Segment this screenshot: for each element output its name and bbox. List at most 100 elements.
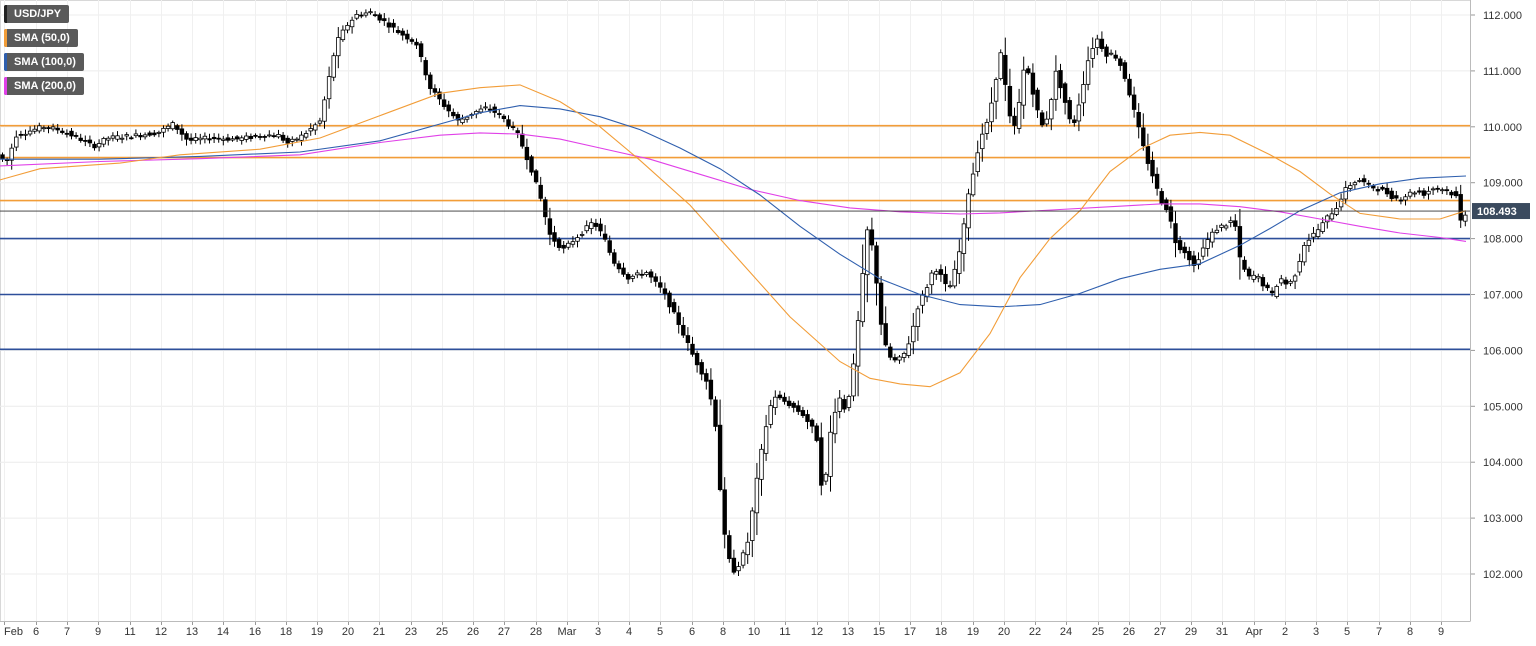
x-tick-label: 28	[530, 626, 542, 638]
candle-bull	[832, 411, 838, 435]
x-tick-label: 13	[186, 626, 198, 638]
candle-bull	[460, 118, 465, 124]
legend-item-sma50[interactable]: SMA (50,0)	[4, 29, 78, 47]
candle-bear	[1435, 187, 1440, 190]
candle-bear	[432, 88, 438, 93]
candle-bear	[520, 133, 525, 147]
candle-bull	[754, 477, 760, 514]
candle-bull	[1108, 52, 1114, 55]
candle-bear	[262, 136, 267, 138]
candle-bear	[253, 134, 258, 137]
candle-bull	[934, 271, 939, 275]
candle-bear	[538, 184, 543, 199]
candle-bear	[83, 140, 88, 142]
candle-bull	[1081, 84, 1086, 104]
candle-bull	[50, 126, 56, 130]
legend-item-sma100[interactable]: SMA (100,0)	[4, 53, 84, 71]
candle-bull	[1279, 278, 1284, 284]
candle-bear	[556, 239, 562, 248]
candle-bull	[1334, 208, 1339, 215]
candle-bear	[1099, 38, 1105, 49]
candle-bull	[1343, 187, 1348, 200]
candle-bear	[271, 135, 277, 138]
candle-bull	[897, 356, 902, 361]
candle-bear	[1035, 89, 1040, 111]
candle-bull	[363, 12, 369, 16]
candle-bear	[1118, 58, 1123, 66]
candle-bear	[809, 419, 815, 427]
legend-item-usdjpy[interactable]: USD/JPY	[4, 5, 70, 23]
candle-bear	[874, 245, 879, 284]
candle-bear	[1269, 290, 1275, 294]
candle-bull	[1320, 222, 1325, 232]
candle-bear	[497, 113, 502, 115]
candles	[0, 8, 1468, 576]
candle-bull	[584, 225, 589, 232]
candle-bear	[395, 30, 401, 33]
candle-bull	[331, 55, 336, 78]
x-tick-label: 31	[1216, 626, 1228, 638]
candle-bull	[736, 566, 741, 572]
candle-bear	[676, 312, 681, 325]
candle-bear	[147, 132, 152, 136]
x-tick-label: 16	[249, 626, 261, 638]
candle-bull	[322, 99, 327, 122]
candle-bull	[570, 241, 576, 245]
candle-bear	[55, 127, 60, 131]
x-tick-label: Mar	[558, 626, 577, 638]
candle-bull	[947, 285, 953, 288]
plot-border	[0, 0, 1471, 622]
candle-bull	[1200, 247, 1206, 257]
candle-bear	[1072, 119, 1077, 123]
candle-bull	[1430, 188, 1436, 191]
candle-bull	[644, 272, 649, 276]
candle-bull	[110, 135, 116, 139]
candle-bear	[1177, 240, 1183, 251]
y-tick-label: 110.000	[1483, 122, 1522, 134]
candle-bear	[612, 252, 617, 264]
candle-bear	[428, 74, 433, 89]
candle-bear	[87, 139, 93, 144]
candle-bear	[547, 218, 553, 235]
x-tick-label: 5	[1344, 626, 1350, 638]
candle-bull	[575, 237, 580, 242]
candle-bear	[625, 273, 631, 280]
candle-bear	[786, 400, 792, 406]
legend-item-sma200[interactable]: SMA (200,0)	[4, 77, 84, 95]
candle-bear	[1173, 223, 1178, 244]
x-tick-label: 13	[842, 626, 854, 638]
candle-bear	[211, 136, 217, 140]
candle-bear	[138, 135, 143, 138]
candle-bear	[501, 115, 507, 120]
x-tick-label: 11	[124, 626, 135, 638]
candle-bear	[1058, 70, 1063, 89]
candle-bear	[92, 143, 97, 149]
candle-bull	[1302, 245, 1307, 263]
legend: USD/JPY SMA (50,0) SMA (100,0) SMA (200,…	[4, 5, 84, 101]
candle-bear	[1067, 100, 1072, 120]
candle-bear	[372, 14, 378, 17]
candle-bear	[805, 414, 810, 422]
candle-bear	[671, 302, 677, 313]
candle-bull	[1288, 280, 1293, 284]
candle-bear	[1421, 190, 1427, 196]
candle-bear	[188, 137, 194, 141]
x-tick-label: 11	[779, 626, 790, 638]
horizontal-levels	[0, 124, 1470, 351]
candle-bear	[280, 134, 286, 141]
candle-bull	[133, 133, 139, 137]
candle-bull	[915, 308, 921, 327]
candle-bear	[1007, 85, 1013, 117]
candle-bear	[382, 18, 387, 22]
candle-bear	[359, 14, 364, 17]
legend-swatch	[4, 5, 7, 23]
candle-bull	[124, 134, 129, 137]
candle-bear	[1366, 182, 1371, 185]
candle-bull	[745, 541, 750, 556]
candle-bull	[993, 79, 999, 102]
candle-bull	[119, 137, 125, 140]
candle-bull	[1329, 213, 1335, 220]
candle-bull	[957, 251, 962, 274]
candle-bull	[313, 124, 318, 131]
